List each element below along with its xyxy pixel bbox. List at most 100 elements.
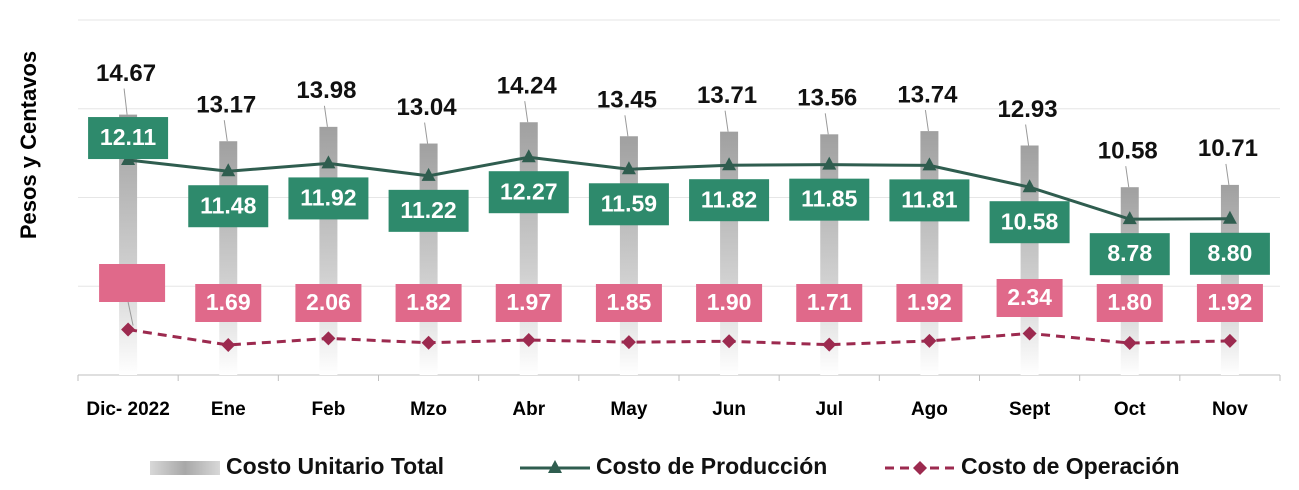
- marker: [1122, 336, 1137, 351]
- leader-line: [123, 88, 128, 115]
- data-label: 13.45: [597, 87, 657, 114]
- data-label: 12.11: [100, 124, 156, 150]
- label-box: [1189, 232, 1270, 275]
- data-label: 11.59: [601, 190, 657, 216]
- x-tick-label: Ene: [211, 399, 246, 420]
- data-label: 13.17: [196, 92, 256, 119]
- marker: [1022, 326, 1037, 341]
- data-label: 1.82: [406, 289, 451, 315]
- label-box: [889, 179, 970, 222]
- data-label: 1.71: [807, 289, 852, 315]
- x-tick-label: Nov: [1212, 399, 1248, 420]
- marker: [221, 338, 236, 353]
- label-box: [996, 279, 1063, 317]
- data-label: 11.48: [200, 192, 256, 218]
- data-label: 11.92: [300, 184, 356, 210]
- data-label: 8.80: [1208, 240, 1253, 266]
- x-tick-label: Feb: [312, 399, 346, 420]
- marker: [421, 335, 436, 350]
- marker: [922, 157, 937, 171]
- marker: [221, 163, 236, 177]
- data-label: 11.82: [701, 186, 757, 212]
- x-tick-label: Sept: [1009, 399, 1051, 420]
- label-box: [88, 117, 169, 160]
- label-box: [388, 189, 469, 232]
- label-box: [696, 284, 763, 322]
- leader-line: [724, 110, 729, 132]
- label-box: [395, 284, 462, 322]
- label-box: [195, 284, 262, 322]
- marker: [321, 155, 336, 169]
- bar: [119, 114, 138, 376]
- data-label: 10.58: [1001, 208, 1059, 234]
- x-tick-label: Dic- 2022: [86, 399, 169, 420]
- data-label: 13.74: [897, 81, 958, 108]
- label-box: [588, 183, 669, 226]
- leader-line: [624, 115, 629, 137]
- label-box: [488, 171, 569, 214]
- label-box: [288, 177, 369, 220]
- data-label: 1.97: [506, 289, 551, 315]
- label-box: [295, 284, 362, 322]
- marker: [922, 333, 937, 348]
- legend-label: Costo de Producción: [596, 453, 827, 479]
- marker: [421, 167, 436, 181]
- data-label: 1.69: [206, 289, 251, 315]
- data-label: 13.98: [296, 77, 356, 104]
- data-label: 13.04: [397, 94, 458, 121]
- leader-line: [824, 113, 829, 135]
- data-label: 11.85: [801, 186, 857, 212]
- marker: [822, 156, 837, 170]
- data-label: 10.58: [1098, 138, 1158, 165]
- label-box: [188, 185, 269, 228]
- leader-line: [1225, 163, 1230, 185]
- label-box: [789, 178, 870, 221]
- leader-line: [524, 101, 529, 123]
- x-tick-label: Ago: [911, 399, 948, 420]
- marker: [1022, 179, 1037, 193]
- data-label: 2.34: [1007, 284, 1052, 310]
- data-label: 12.93: [998, 96, 1058, 123]
- label-box: [896, 284, 963, 322]
- marker: [1122, 211, 1137, 225]
- label-box: [495, 284, 562, 322]
- x-tick-label: May: [610, 399, 647, 420]
- data-label: 2.06: [306, 289, 351, 315]
- data-label: 13.56: [797, 85, 857, 112]
- x-tick-label: Oct: [1114, 399, 1146, 420]
- marker: [822, 337, 837, 352]
- data-label: 10.71: [1198, 135, 1258, 162]
- data-label: 11.22: [400, 197, 456, 223]
- bar: [1220, 184, 1239, 375]
- y-axis-label: Pesos y Centavos: [16, 51, 41, 239]
- leader-line: [1025, 124, 1030, 146]
- marker: [621, 161, 636, 175]
- label-box: [796, 284, 863, 322]
- series-line: [127, 155, 1230, 221]
- series-line: [127, 328, 1230, 347]
- data-label: 14.67: [96, 60, 156, 87]
- data-label: 1.85: [607, 289, 652, 315]
- data-label: 1.92: [1208, 289, 1253, 315]
- data-label: 13.71: [697, 82, 757, 109]
- x-tick-label: Abr: [512, 399, 545, 420]
- marker: [722, 157, 737, 171]
- x-tick-label: Mzo: [410, 399, 447, 420]
- data-label: 12.27: [500, 178, 558, 204]
- label-box: [989, 201, 1070, 244]
- leader-line: [1125, 166, 1130, 188]
- leader-line: [127, 301, 134, 326]
- legend-label: Costo Unitario Total: [226, 453, 444, 479]
- data-label: 1.80: [1107, 289, 1152, 315]
- legend-marker: [548, 460, 562, 473]
- label-box: [1089, 233, 1170, 276]
- data-label: 1.90: [707, 289, 752, 315]
- label-box: [99, 264, 166, 302]
- x-tick-label: Jul: [816, 399, 843, 420]
- leader-line: [924, 110, 929, 132]
- x-tick-label: Jun: [712, 399, 746, 420]
- data-label: 11.81: [901, 186, 957, 212]
- marker: [722, 334, 737, 349]
- label-box: [1196, 284, 1263, 322]
